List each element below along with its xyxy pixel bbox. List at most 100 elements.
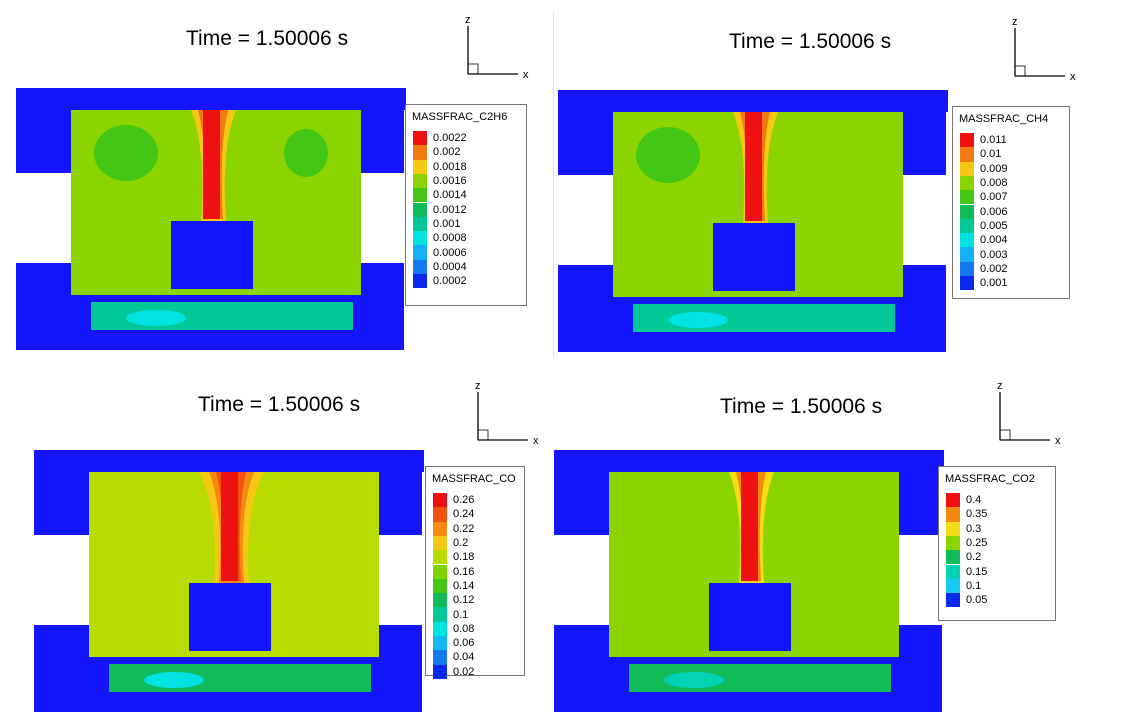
- legend-entry: 0.0022: [413, 131, 467, 146]
- legend-entry: 0.009: [960, 161, 1008, 176]
- color-legend: MASSFRAC_C2H6 0.0022 0.002 0.0018 0.0016 0.0…: [405, 104, 527, 306]
- legend-swatch: [433, 650, 447, 665]
- legend-entry: 0.3: [946, 521, 982, 536]
- legend-swatch: [433, 507, 447, 522]
- legend-entry: 0.003: [960, 247, 1008, 262]
- axis-z-label: z: [465, 14, 471, 26]
- legend-label: 0.12: [453, 594, 475, 607]
- legend-entry: 0.007: [960, 190, 1008, 205]
- legend-swatch: [946, 550, 960, 565]
- legend-entry: 0.04: [433, 650, 475, 665]
- axis-x-label: x: [1070, 71, 1076, 83]
- legend-swatch: [433, 564, 447, 579]
- legend-swatch: [960, 190, 974, 205]
- plume-core: [741, 472, 758, 581]
- plume-core: [745, 112, 762, 221]
- left-vortex: [112, 487, 176, 543]
- legend-label: 0.02: [453, 665, 475, 678]
- right-top-wall: [899, 472, 942, 535]
- legend-swatch: [433, 535, 447, 551]
- legend-swatch: [946, 535, 960, 551]
- legend-label: 0.04: [453, 651, 475, 664]
- legend-label: 0.25: [966, 537, 988, 550]
- legend-entry: 0.004: [960, 233, 1008, 248]
- legend-swatch: [946, 521, 960, 536]
- left-gap: [16, 173, 71, 263]
- center-block: [171, 221, 253, 289]
- top-wall: [609, 450, 944, 472]
- plate: [628, 298, 898, 302]
- legend-label: 0.006: [980, 205, 1008, 218]
- legend-entry: 0.26: [433, 493, 474, 508]
- legend-title: MASSFRAC_CH4: [959, 113, 1049, 125]
- right-bottom-wall: [899, 628, 942, 712]
- left-vortex: [636, 127, 700, 183]
- legend-swatch: [433, 607, 447, 622]
- legend-label: 0.2: [453, 537, 469, 550]
- top-wall: [71, 88, 406, 110]
- time-title: Time = 1.50006 s: [186, 27, 349, 50]
- legend-swatch: [960, 276, 974, 291]
- right-top-wall: [379, 472, 422, 535]
- legend-entry: 0.006: [960, 204, 1008, 219]
- left-top-wall: [34, 450, 89, 535]
- legend-label: 0.35: [966, 508, 988, 521]
- top-wall: [89, 450, 424, 472]
- right-top-wall: [903, 112, 946, 175]
- legend-label: 0.0006: [433, 246, 467, 259]
- legend-entry: 0.005: [960, 218, 1008, 234]
- left-gap: [34, 535, 89, 625]
- legend-swatch: [946, 507, 960, 522]
- right-bottom-wall: [903, 268, 946, 352]
- legend-entry: 0.15: [946, 564, 988, 579]
- legend-label: 0.003: [980, 248, 1008, 261]
- right-vortex: [284, 129, 328, 177]
- center-block: [709, 583, 791, 651]
- legend-entry: 0.2: [946, 550, 981, 565]
- legend-swatch: [413, 245, 427, 260]
- legend-label: 0.3: [966, 522, 982, 535]
- plume-core: [203, 110, 220, 219]
- contour-field: [16, 88, 406, 350]
- contour-field: [558, 90, 948, 352]
- axis-triad: z x: [475, 380, 539, 447]
- legend-label: 0.0022: [433, 132, 467, 145]
- time-title: Time = 1.50006 s: [720, 395, 883, 418]
- axis-x-label: x: [1055, 435, 1061, 447]
- legend-swatch: [433, 636, 447, 651]
- legend-entry: 0.4: [946, 493, 982, 508]
- legend-swatch: [413, 274, 427, 289]
- legend-swatch: [433, 664, 447, 679]
- legend-swatch: [946, 578, 960, 594]
- left-top-wall: [558, 90, 613, 175]
- legend-entry: 0.05: [946, 593, 987, 608]
- bottom-eddy: [126, 310, 186, 326]
- legend-entry: 0.0002: [413, 274, 467, 289]
- right-notch: [899, 535, 944, 625]
- legend-label: 0.4: [966, 494, 982, 507]
- legend-swatch: [413, 188, 427, 203]
- legend-swatch: [960, 147, 974, 162]
- legend-entry: 0.16: [433, 564, 475, 579]
- time-title: Time = 1.50006 s: [729, 30, 892, 53]
- legend-swatch: [433, 593, 447, 608]
- legend-swatch: [960, 161, 974, 176]
- legend-label: 0.16: [453, 565, 475, 578]
- left-top-wall: [554, 450, 609, 535]
- left-gap: [554, 535, 609, 625]
- axis-z-label: z: [475, 380, 481, 392]
- legend-swatch: [413, 259, 427, 274]
- legend-swatch: [946, 564, 960, 579]
- left-bottom-wall: [558, 268, 613, 352]
- legend-swatch: [413, 145, 427, 160]
- legend-label: 0.06: [453, 637, 475, 650]
- axis-z-label: z: [997, 380, 1003, 392]
- legend-entry: 0.35: [946, 507, 988, 522]
- legend-label: 0.008: [980, 177, 1008, 190]
- legend-swatch: [413, 216, 427, 232]
- color-legend: MASSFRAC_CO 0.26 0.24 0.22 0.2 0.18 0.16 0.14 0…: [425, 466, 525, 679]
- legend-label: 0.15: [966, 565, 988, 578]
- right-bottom-wall: [361, 266, 404, 350]
- legend-entry: 0.0004: [413, 259, 467, 274]
- legend-label: 0.18: [453, 551, 475, 564]
